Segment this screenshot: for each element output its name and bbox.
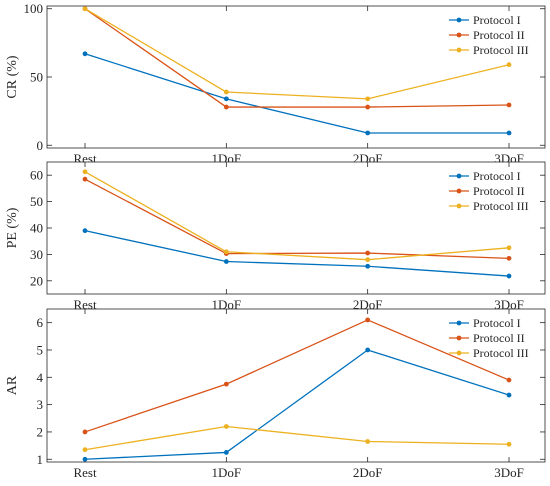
- cr-legend-marker-protocol-1: [456, 17, 462, 23]
- ar-xtick-label: 2DoF: [353, 465, 383, 480]
- ar-data-point-protocol-2: [506, 377, 512, 383]
- ar-data-point-protocol-3: [365, 439, 371, 444]
- pe-legend-label-protocol-3: Protocol III: [473, 199, 529, 213]
- ar-data-point-protocol-2: [223, 381, 229, 387]
- ar-ytick-label: 6: [37, 315, 44, 330]
- pe-xtick-label: Rest: [73, 297, 97, 312]
- pe-ylabel: PE (%): [5, 207, 20, 248]
- pe-xtick-label: 3DoF: [494, 297, 524, 312]
- ar-xtick-label: 3DoF: [494, 465, 524, 480]
- ar-legend-marker-protocol-3: [456, 350, 462, 356]
- cr-data-point-protocol-3: [223, 89, 229, 95]
- pe-data-point-protocol-3: [82, 169, 88, 175]
- pe-legend-marker-protocol-1: [456, 173, 462, 179]
- cr-ytick-label: 0: [37, 138, 44, 153]
- cr-legend-marker-protocol-2: [456, 32, 462, 38]
- ar-axes-box: [46, 308, 546, 463]
- ar-data-point-protocol-1: [82, 456, 88, 462]
- ar-data-point-protocol-2: [365, 317, 371, 323]
- cr-series-line-protocol-3: [84, 8, 510, 100]
- ar-series-line-protocol-3: [84, 425, 510, 451]
- pe-data-point-protocol-1: [365, 263, 371, 269]
- cr-ylabel: CR (%): [5, 55, 20, 99]
- ar-data-point-protocol-1: [365, 347, 371, 353]
- cr-data-point-protocol-1: [365, 130, 371, 136]
- pe-ytick-label: 40: [30, 221, 43, 236]
- pe-legend-marker-protocol-2: [456, 188, 462, 194]
- cr-data-point-protocol-1: [82, 51, 88, 57]
- cr-data-point-protocol-2: [506, 102, 512, 108]
- cr-data-point-protocol-3: [82, 6, 88, 12]
- ar-data-point-protocol-1: [506, 392, 512, 398]
- pe-data-point-protocol-1: [82, 228, 88, 234]
- ar-data-point-protocol-3: [223, 424, 229, 429]
- ar-ytick-label: 1: [37, 452, 44, 467]
- ar-xtick-label: Rest: [73, 465, 97, 480]
- ar-legend-label-protocol-1: Protocol I: [473, 316, 521, 330]
- ar-ytick-label: 4: [37, 370, 44, 385]
- pe-legend-marker-protocol-3: [456, 203, 462, 209]
- pe-xtick-label: 1DoF: [212, 297, 242, 312]
- pe-data-point-protocol-1: [506, 273, 512, 279]
- pe-data-point-protocol-3: [223, 249, 229, 255]
- ar-series-line-protocol-2: [84, 319, 510, 433]
- pe-xtick-label: 2DoF: [353, 297, 383, 312]
- cr-data-point-protocol-2: [365, 104, 371, 110]
- ar-ytick-label: 2: [37, 424, 44, 439]
- pe-ytick-label: 60: [30, 168, 43, 183]
- pe-legend-label-protocol-1: Protocol I: [473, 169, 521, 183]
- ar-data-point-protocol-1: [223, 450, 229, 455]
- ar-ytick-label: 5: [37, 342, 44, 357]
- ar-legend-label-protocol-2: Protocol II: [473, 331, 525, 345]
- cr-data-point-protocol-1: [506, 130, 512, 136]
- cr-series-line-protocol-1: [84, 53, 509, 134]
- pe-series-line-protocol-2: [84, 178, 510, 260]
- pe-data-point-protocol-3: [506, 245, 512, 251]
- cr-legend-label-protocol-2: Protocol II: [473, 28, 525, 42]
- pe-data-point-protocol-1: [223, 259, 229, 264]
- cr-data-point-protocol-2: [223, 104, 229, 110]
- cr-legend-label-protocol-3: Protocol III: [473, 43, 529, 57]
- ar-data-point-protocol-2: [82, 429, 88, 435]
- ar-data-point-protocol-3: [82, 447, 88, 453]
- pe-axes-box: [46, 161, 546, 295]
- ar-ytick-label: 3: [37, 397, 44, 412]
- pe-data-point-protocol-2: [506, 255, 512, 261]
- cr-legend-marker-protocol-3: [456, 47, 462, 53]
- ar-data-point-protocol-3: [506, 441, 512, 447]
- pe-data-point-protocol-2: [82, 176, 88, 182]
- ar-series-line-protocol-1: [84, 349, 510, 460]
- pe-data-point-protocol-3: [365, 257, 371, 263]
- pe-legend-label-protocol-2: Protocol II: [473, 184, 525, 198]
- cr-data-point-protocol-1: [223, 96, 229, 102]
- cr-axes-box: [46, 5, 546, 149]
- cr-ytick-label: 100: [24, 1, 44, 16]
- ar-legend-label-protocol-3: Protocol III: [473, 346, 529, 360]
- ar-ylabel: AR: [5, 375, 20, 395]
- pe-ytick-label: 30: [30, 247, 43, 262]
- ar-xtick-label: 1DoF: [212, 465, 242, 480]
- pe-data-point-protocol-2: [365, 250, 371, 256]
- cr-data-point-protocol-3: [506, 62, 512, 68]
- ar-legend-marker-protocol-2: [456, 335, 462, 341]
- cr-series-line-protocol-2: [84, 8, 510, 108]
- ar-legend-marker-protocol-1: [456, 320, 462, 326]
- pe-series-line-protocol-3: [84, 171, 510, 261]
- pe-ytick-label: 20: [30, 273, 43, 288]
- cr-ytick-label: 50: [30, 70, 43, 85]
- pe-ytick-label: 50: [30, 194, 43, 209]
- cr-data-point-protocol-3: [365, 96, 371, 102]
- pe-panel: 20 30 40 50 60 Rest 1DoF 2DoF 3DoF PE (%) Protocol…: [5, 161, 546, 312]
- cr-legend-label-protocol-1: Protocol I: [473, 13, 521, 27]
- pe-series-line-protocol-1: [84, 230, 510, 277]
